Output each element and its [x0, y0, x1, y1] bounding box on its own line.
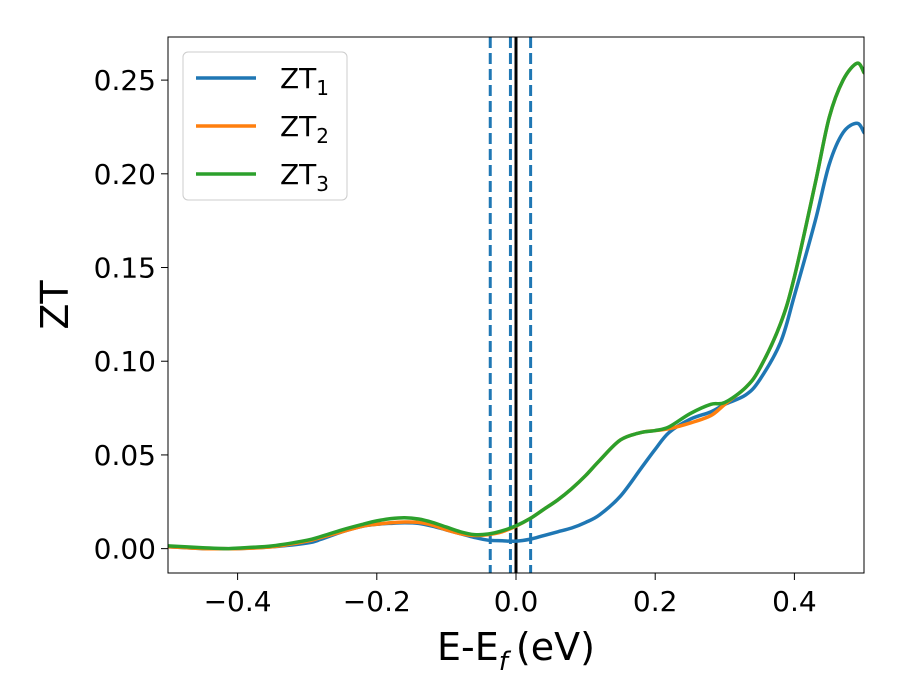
- x-axis: −0.4 −0.2 0.0 0.2 0.4: [204, 573, 817, 618]
- x-tick-label: −0.2: [343, 585, 411, 618]
- legend-label-zt1: ZT1: [280, 62, 329, 100]
- legend-label-zt3: ZT3: [280, 158, 329, 196]
- y-tick-label: 0.25: [94, 64, 156, 97]
- x-tick-label: 0.4: [772, 585, 817, 618]
- x-axis-label-subscript: f: [499, 647, 512, 677]
- series-group: [168, 61, 864, 551]
- y-axis-label: ZT: [33, 280, 77, 330]
- y-tick-label: 0.00: [94, 533, 156, 566]
- x-tick-label: 0.2: [633, 585, 678, 618]
- legend-box: [182, 51, 348, 201]
- y-tick-label: 0.05: [94, 439, 156, 472]
- y-axis: 0.00 0.05 0.10 0.15 0.20 0.25: [94, 64, 168, 566]
- x-axis-label-main: E-E: [437, 625, 499, 669]
- y-tick-label: 0.20: [94, 158, 156, 191]
- x-tick-label: 0.0: [494, 585, 539, 618]
- series-line-zt3: [168, 61, 864, 551]
- x-tick-label: −0.4: [204, 585, 272, 618]
- y-tick-label: 0.15: [94, 252, 156, 285]
- legend-label-zt2: ZT2: [280, 110, 329, 148]
- x-axis-label: E-Ef (eV): [437, 625, 595, 677]
- x-axis-label-unit: (eV): [516, 625, 595, 669]
- legend: ZT1 ZT2 ZT3: [182, 51, 348, 201]
- reference-lines: [488, 37, 533, 573]
- y-tick-label: 0.10: [94, 345, 156, 378]
